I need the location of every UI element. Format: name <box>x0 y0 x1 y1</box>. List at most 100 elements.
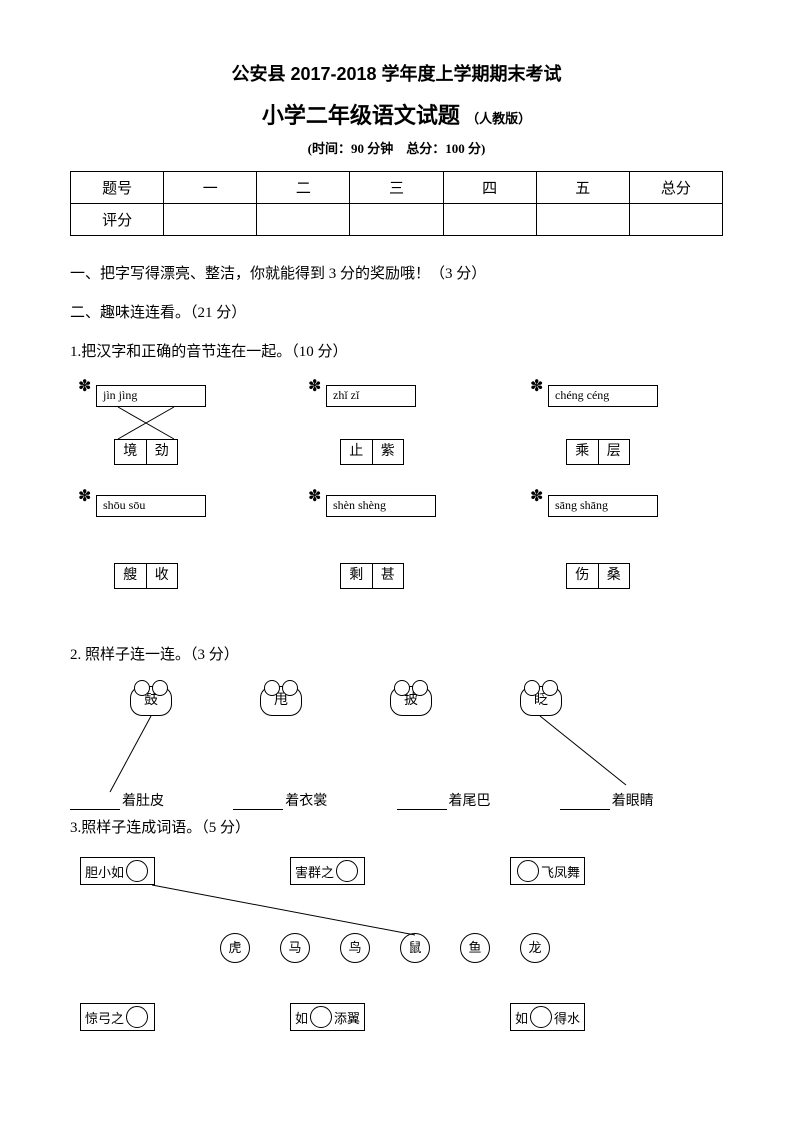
char-box: 境 劲 <box>114 439 178 465</box>
decor-icon: ✽ <box>78 487 96 509</box>
th: 五 <box>536 172 629 204</box>
section-2: 二、趣味连连看。（21 分） <box>70 301 723 322</box>
idiom-text: 惊弓之 <box>85 1008 124 1027</box>
th: 二 <box>257 172 350 204</box>
blank-circle[interactable] <box>336 860 358 882</box>
phrase-text: 着眼睛 <box>612 790 654 810</box>
score-table: 题号 一 二 三 四 五 总分 评分 <box>70 171 723 236</box>
cloud-box: 鼓 <box>130 686 172 716</box>
q1-grid: ✽ jìn jìng ✽ zhǐ zǐ ✽ chéng céng 境 劲 止 紫… <box>70 377 723 637</box>
q2-area: 鼓 甩 披 眨 着肚皮 着衣裳 着尾巴 着眼睛 <box>70 680 723 810</box>
char: 紫 <box>373 440 404 464</box>
th: 总分 <box>629 172 722 204</box>
question-1: 1.把汉字和正确的音节连在一起。（10 分） <box>70 340 723 361</box>
pinyin-box: jìn jìng <box>96 385 206 407</box>
pinyin-box: zhǐ zǐ <box>326 385 416 407</box>
blank-circle[interactable] <box>517 860 539 882</box>
pinyin-box: sāng shāng <box>548 495 658 517</box>
phrase-row: 着肚皮 着衣裳 着尾巴 着眼睛 <box>70 790 723 810</box>
pinyin-box: shōu sōu <box>96 495 206 517</box>
title-main: 小学二年级语文试题 <box>262 103 460 128</box>
idiom-box: 胆小如 <box>80 857 155 885</box>
idiom-text: 胆小如 <box>85 862 124 881</box>
decor-icon: ✽ <box>530 487 548 509</box>
idiom-text: 害群之 <box>295 862 334 881</box>
option-circle: 鱼 <box>460 933 490 963</box>
char: 乘 <box>567 440 599 464</box>
idiom-text: 如 <box>295 1008 308 1027</box>
cell[interactable] <box>629 204 722 236</box>
table-row: 评分 <box>71 204 723 236</box>
blank-circle[interactable] <box>310 1006 332 1028</box>
blank[interactable] <box>560 794 610 810</box>
cloud-box: 眨 <box>520 686 562 716</box>
char-box: 伤 桑 <box>566 563 630 589</box>
idiom-box: 惊弓之 <box>80 1003 155 1031</box>
char: 层 <box>599 440 630 464</box>
section-1: 一、把字写得漂亮、整洁，你就能得到 3 分的奖励哦！（3 分） <box>70 262 723 283</box>
blank[interactable] <box>397 794 447 810</box>
blank-circle[interactable] <box>126 1006 148 1028</box>
char-box: 艘 收 <box>114 563 178 589</box>
decor-icon: ✽ <box>78 377 96 399</box>
th: 题号 <box>71 172 164 204</box>
char: 甚 <box>373 564 404 588</box>
option-circle: 马 <box>280 933 310 963</box>
idiom-text: 添翼 <box>334 1008 360 1027</box>
option-circle: 虎 <box>220 933 250 963</box>
idiom-text: 如 <box>515 1008 528 1027</box>
char: 止 <box>341 440 373 464</box>
phrase: 着眼睛 <box>560 790 723 810</box>
phrase-text: 着衣裳 <box>285 790 327 810</box>
th: 三 <box>350 172 443 204</box>
idiom-box: 如 添翼 <box>290 1003 365 1031</box>
decor-icon: ✽ <box>308 487 326 509</box>
phrase: 着肚皮 <box>70 790 233 810</box>
blank[interactable] <box>70 794 120 810</box>
phrase-text: 着尾巴 <box>449 790 491 810</box>
char: 收 <box>147 564 178 588</box>
phrase: 着衣裳 <box>233 790 396 810</box>
title-line-1: 公安县 2017-2018 学年度上学期期末考试 <box>70 60 723 86</box>
question-2: 2. 照样子连一连。（3 分） <box>70 643 723 664</box>
char-box: 剩 甚 <box>340 563 404 589</box>
row-label: 评分 <box>71 204 164 236</box>
title-line-2: 小学二年级语文试题 （人教版） <box>70 98 723 130</box>
blank[interactable] <box>233 794 283 810</box>
idiom-box: 飞凤舞 <box>510 857 585 885</box>
idiom-text: 飞凤舞 <box>541 862 580 881</box>
cloud-box: 披 <box>390 686 432 716</box>
cell[interactable] <box>257 204 350 236</box>
table-row: 题号 一 二 三 四 五 总分 <box>71 172 723 204</box>
char: 境 <box>115 440 147 464</box>
blank-circle[interactable] <box>530 1006 552 1028</box>
char: 剩 <box>341 564 373 588</box>
option-circle: 龙 <box>520 933 550 963</box>
cell[interactable] <box>536 204 629 236</box>
char-box: 止 紫 <box>340 439 404 465</box>
idiom-box: 害群之 <box>290 857 365 885</box>
option-circle: 鸟 <box>340 933 370 963</box>
th: 四 <box>443 172 536 204</box>
pinyin-box: shèn shèng <box>326 495 436 517</box>
th: 一 <box>164 172 257 204</box>
cell[interactable] <box>164 204 257 236</box>
idiom-text: 得水 <box>554 1008 580 1027</box>
char-box: 乘 层 <box>566 439 630 465</box>
phrase-text: 着肚皮 <box>122 790 164 810</box>
subtitle: (时间：90 分钟 总分：100 分) <box>70 138 723 157</box>
char: 艘 <box>115 564 147 588</box>
q3-area: 胆小如 害群之 飞凤舞 虎 马 鸟 鼠 鱼 龙 惊弓之 如 添翼 如 得水 <box>70 853 723 1043</box>
char: 劲 <box>147 440 178 464</box>
cell[interactable] <box>443 204 536 236</box>
char: 桑 <box>599 564 630 588</box>
pinyin-box: chéng céng <box>548 385 658 407</box>
cell[interactable] <box>350 204 443 236</box>
option-circle: 鼠 <box>400 933 430 963</box>
title-note: （人教版） <box>466 111 531 126</box>
question-3: 3.照样子连成词语。（5 分） <box>70 816 723 837</box>
idiom-box: 如 得水 <box>510 1003 585 1031</box>
cloud-box: 甩 <box>260 686 302 716</box>
phrase: 着尾巴 <box>397 790 560 810</box>
blank-circle[interactable] <box>126 860 148 882</box>
